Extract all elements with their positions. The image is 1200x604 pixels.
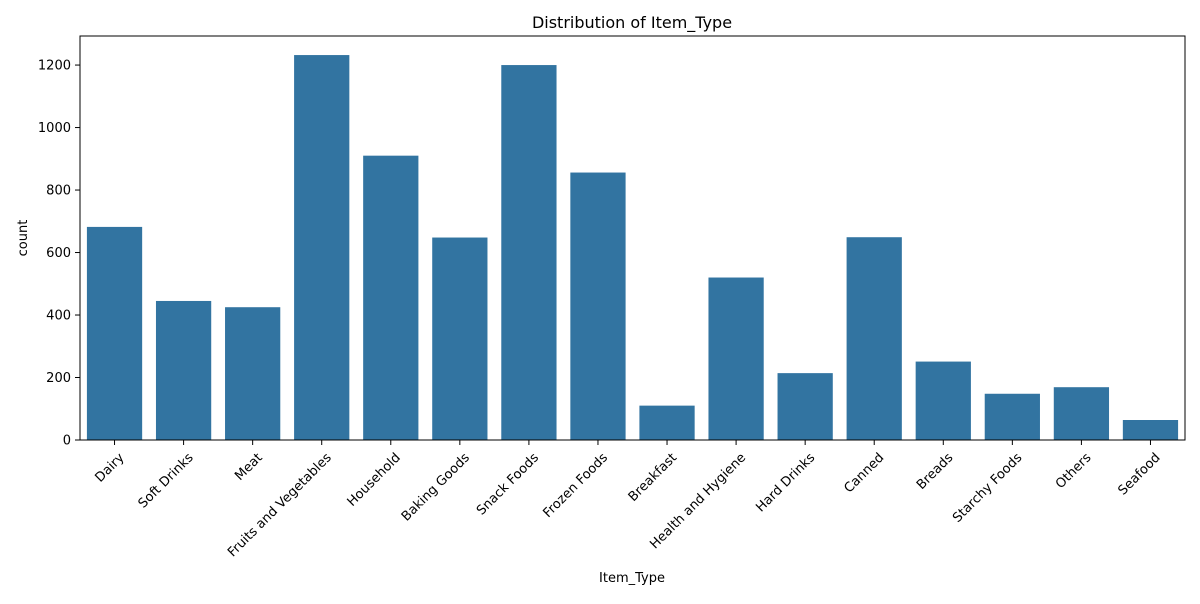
x-tick-label: Canned [841, 450, 887, 496]
bar-meat [225, 307, 281, 440]
bar-hard-drinks [777, 373, 833, 440]
x-tick-label: Hard Drinks [753, 450, 818, 515]
x-tick-label: Starchy Foods [950, 450, 1025, 525]
plot-frame [79, 35, 1186, 441]
y-tick-label: 400 [46, 309, 71, 324]
y-tick-label: 1200 [38, 59, 71, 74]
bar-breads [915, 361, 971, 440]
bar-baking-goods [432, 237, 488, 440]
bar-fruits-and-vegetables [294, 55, 350, 441]
x-tick-label: Seafood [1115, 450, 1163, 498]
bar-household [363, 155, 419, 440]
y-tick-label: 800 [46, 184, 71, 199]
y-tick-label: 1000 [38, 121, 71, 136]
x-tick-label: Soft Drinks [136, 450, 197, 511]
x-tick-label: Household [345, 450, 404, 509]
x-tick-label: Baking Goods [399, 450, 473, 524]
y-tick-label: 200 [46, 371, 71, 386]
bar-dairy [86, 226, 143, 440]
x-tick-label: Frozen Foods [541, 450, 612, 521]
bar-soft-drinks [155, 300, 212, 440]
x-tick-label: Dairy [92, 450, 127, 485]
x-tick-label: Breakfast [626, 450, 680, 504]
y-tick-label: 0 [63, 434, 71, 449]
bars-group [86, 55, 1179, 441]
bar-breakfast [639, 405, 695, 440]
x-tick-label: Others [1053, 450, 1095, 492]
bar-snack-foods [501, 65, 557, 440]
bar-frozen-foods [570, 172, 626, 440]
y-axis-ticks: 0 200 400 600 800 1000 1200 [38, 59, 80, 449]
bar-health-and-hygiene [708, 277, 764, 440]
x-axis-label: Item_Type [599, 571, 665, 586]
chart-title: Distribution of Item_Type [532, 13, 732, 33]
x-tick-label: Breads [914, 450, 957, 493]
bar-starchy-foods [984, 393, 1040, 440]
bar-others [1053, 387, 1110, 440]
bar-seafood [1122, 420, 1179, 440]
x-tick-label: Meat [232, 450, 265, 483]
y-axis-label: count [16, 220, 31, 257]
bar-canned [846, 237, 902, 440]
x-tick-label: Snack Foods [474, 450, 542, 518]
y-tick-label: 600 [46, 246, 71, 261]
